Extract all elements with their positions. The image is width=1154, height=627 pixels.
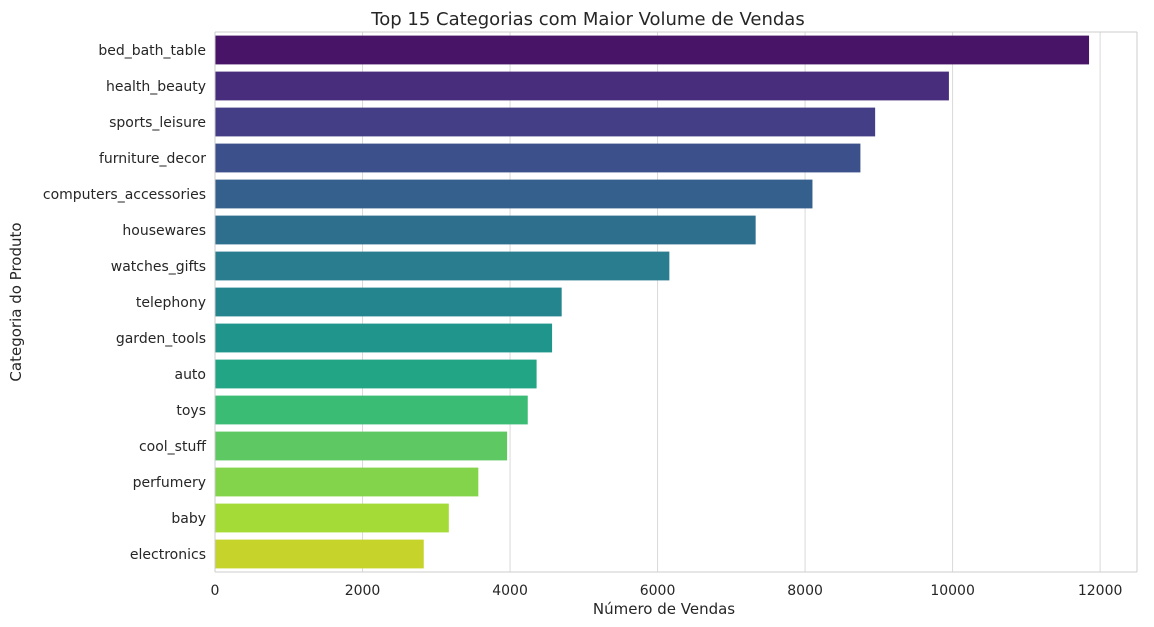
y-tick-label: computers_accessories bbox=[43, 187, 206, 203]
y-tick-label: furniture_decor bbox=[99, 151, 206, 167]
bar-toys bbox=[215, 395, 528, 425]
x-tick-label: 4000 bbox=[492, 583, 528, 599]
y-tick-label: auto bbox=[174, 367, 206, 383]
bar-garden-tools bbox=[215, 323, 553, 353]
y-tick-label: garden_tools bbox=[116, 331, 206, 347]
x-tick-label: 12000 bbox=[1078, 583, 1123, 599]
bar-auto bbox=[215, 359, 537, 389]
y-tick-label: perfumery bbox=[133, 475, 206, 491]
x-tick-label: 2000 bbox=[345, 583, 381, 599]
bar-baby bbox=[215, 503, 449, 533]
y-tick-label: housewares bbox=[122, 223, 206, 239]
x-tick-label: 6000 bbox=[640, 583, 676, 599]
x-axis-title: Número de Vendas bbox=[593, 600, 735, 618]
y-tick-label: bed_bath_table bbox=[98, 43, 206, 59]
x-tick-labels: 0 2000 4000 6000 8000 10000 12000 bbox=[211, 583, 1123, 599]
bar-bed-bath-table bbox=[215, 35, 1090, 65]
y-tick-label: watches_gifts bbox=[111, 259, 206, 275]
bar-computers-accessories bbox=[215, 179, 813, 209]
bars bbox=[215, 35, 1090, 569]
bar-health-beauty bbox=[215, 71, 949, 101]
y-tick-label: health_beauty bbox=[106, 79, 206, 95]
y-tick-labels: bed_bath_table health_beauty sports_leisur… bbox=[43, 43, 206, 563]
chart-title: Top 15 Categorias com Maior Volume de Ve… bbox=[370, 9, 804, 30]
bar-furniture-decor bbox=[215, 143, 861, 173]
y-tick-label: sports_leisure bbox=[109, 115, 206, 131]
y-tick-label: telephony bbox=[136, 295, 206, 311]
x-tick-label: 8000 bbox=[787, 583, 823, 599]
bar-housewares bbox=[215, 215, 756, 245]
bar-cool-stuff bbox=[215, 431, 508, 461]
bar-electronics bbox=[215, 539, 424, 569]
y-axis-title: Categoria do Produto bbox=[7, 222, 25, 381]
y-tick-label: electronics bbox=[130, 547, 206, 563]
y-tick-label: baby bbox=[171, 511, 206, 527]
x-tick-label: 10000 bbox=[930, 583, 975, 599]
bar-telephony bbox=[215, 287, 562, 317]
y-tick-label: cool_stuff bbox=[139, 439, 206, 455]
bar-watches-gifts bbox=[215, 251, 670, 281]
y-tick-label: toys bbox=[176, 403, 206, 419]
bar-perfumery bbox=[215, 467, 479, 497]
x-tick-label: 0 bbox=[211, 583, 220, 599]
bar-sports-leisure bbox=[215, 107, 876, 137]
